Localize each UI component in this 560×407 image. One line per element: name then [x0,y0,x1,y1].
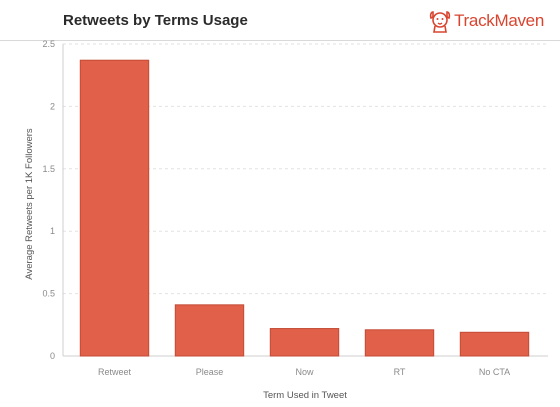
x-tick-label: Retweet [98,367,132,377]
dog-icon [429,11,451,33]
bar-now [269,328,340,357]
chart-title: Retweets by Terms Usage [63,12,248,29]
bar-no-cta [459,331,530,357]
y-tick-labels: 0 0.5 1 1.5 2 2.5 [42,39,55,361]
x-tick-label: Please [196,367,224,377]
x-tick-labels: Retweet Please Now RT No CTA [98,367,510,377]
y-axis-title: Average Retweets per 1K Followers [24,128,35,280]
x-tick-label: No CTA [479,367,510,377]
bar-please [174,304,245,357]
header-divider [0,40,560,41]
x-axis-title: Term Used in Tweet [263,390,347,401]
y-tick-label: 2 [50,101,55,111]
y-tick-label: 2.5 [42,39,55,49]
y-tick-label: 1.5 [42,164,55,174]
x-tick-label: RT [394,367,406,377]
bar-retweet [79,59,150,357]
y-tick-label: 0 [50,351,55,361]
x-tick-label: Now [295,367,314,377]
y-tick-label: 0.5 [42,289,55,299]
chart-header: Retweets by Terms Usage TrackMaven [0,0,560,42]
bar-rt [364,329,435,357]
bars [79,59,530,357]
trackmaven-logo: TrackMaven [429,8,544,34]
brand-name: TrackMaven [454,11,544,30]
y-tick-label: 1 [50,226,55,236]
